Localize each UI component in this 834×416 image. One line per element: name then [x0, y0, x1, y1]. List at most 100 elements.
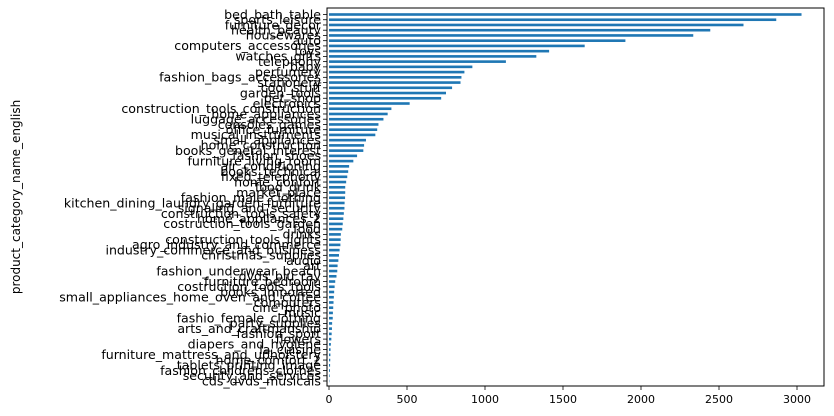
bar-musical_instruments [329, 133, 376, 137]
category-label: health_beauty [231, 23, 322, 38]
bar-fashion_sport [329, 332, 332, 336]
category-label: garden_tools [240, 85, 321, 100]
bar-bed_bath_table [329, 13, 802, 16]
category-label: consoles_games [218, 117, 321, 132]
category-label: books_general_interest [175, 143, 321, 158]
bar-party_supplies [329, 322, 333, 325]
category-label: computers_accessories [174, 38, 321, 53]
category-label: fashion_sport [236, 326, 321, 341]
category-label: fashio_female_clothing [177, 310, 321, 325]
category-label: fashion_childrens_clothes [160, 363, 321, 378]
category-label: home_comfort_2 [216, 352, 321, 367]
bar-dvds_blu_ray [329, 274, 337, 278]
category-label: computers [254, 295, 321, 310]
bar-office_furniture [329, 128, 378, 131]
bar-kitchen_dining_laundry_garden_furniture [329, 201, 345, 205]
category-label: cool_stuff [261, 80, 322, 95]
bar-food_drink [329, 185, 346, 189]
bar-home_appliances_2 [329, 217, 344, 221]
category-label: small_appliances [214, 132, 321, 147]
bar-market_place [329, 191, 346, 194]
x-tick-label: 1000 [471, 393, 499, 406]
bar-fashion_underwear_beach [329, 269, 338, 273]
category-label: la_cuisine [259, 342, 321, 357]
bar-watches_gifts [329, 55, 537, 58]
category-label: office_furniture [226, 122, 322, 137]
category-label: sports_leisure [234, 12, 321, 27]
bar-auto [329, 39, 626, 42]
category-label: art [303, 258, 321, 273]
x-tick-label: 500 [397, 393, 418, 406]
bar-cool_stuff [329, 86, 453, 90]
category-label: furniture_bedroom [204, 274, 321, 289]
category-label: furniture_mattress_and_upholstery [101, 347, 321, 362]
x-tick-label: 2500 [705, 393, 733, 406]
category-label: food [293, 221, 321, 236]
bar-books_general_interest [329, 149, 364, 152]
category-label: stationery [257, 75, 321, 90]
category-label: baby [290, 59, 322, 74]
bar-fashion_male_clothing [329, 196, 346, 200]
bar-arts_and_craftmanship [329, 327, 332, 330]
x-tick-label: 1500 [549, 393, 577, 406]
bar-flowers [329, 337, 332, 341]
bar-home_appliances [329, 112, 388, 116]
category-label: fashion_bags_accessories [159, 70, 321, 85]
category-label: christmas_supplies [201, 248, 321, 263]
category-label: toys [294, 43, 321, 58]
bar-la_cuisine [329, 348, 331, 351]
category-label: furniture_living_room [187, 153, 321, 168]
bar-tablets_printing_image [329, 363, 331, 367]
bar-agro_industry_and_commerce [329, 243, 341, 247]
x-ticks-group: 0 500 1000 1500 2000 2500 3000 [326, 386, 811, 406]
category-label: fashion_underwear_beach [156, 263, 321, 278]
category-label: flowers [276, 331, 321, 346]
category-label: home_appliances_2 [197, 211, 321, 226]
category-label: cine_photo [252, 300, 321, 315]
bar-home_construction [329, 144, 365, 147]
category-label: party_supplies [230, 316, 321, 331]
bar-fashion_childrens_clothes [329, 369, 330, 372]
bar-construction_tools_lights [329, 238, 341, 241]
category-label: costruction_tools_tools [177, 279, 321, 294]
bar-audio [329, 259, 339, 262]
category-label: watches_gifts [235, 49, 321, 64]
category-label: arts_and_craftmanship [177, 321, 321, 336]
bar-construction_tools_construction [329, 107, 392, 111]
bar-industry_commerce_and_business [329, 248, 340, 252]
category-label: home_construction [201, 138, 321, 153]
category-label: musical_instruments [191, 127, 321, 142]
bar-drinks [329, 233, 341, 236]
bar-cine_photo [329, 306, 334, 310]
category-label: bed_bath_table [224, 7, 321, 22]
category-label: home_confort [234, 174, 321, 189]
bar-furniture_mattress_and_upholstery [329, 353, 331, 357]
bars-group [329, 13, 802, 383]
category-label: drinks [282, 227, 321, 242]
bar-art [329, 264, 338, 268]
bar-fashion_shoes [329, 154, 358, 158]
bar-security_and_services [329, 374, 330, 378]
bar-luggage_accessories [329, 117, 384, 121]
bar-furniture_bedroom [329, 280, 336, 283]
bar-computers_accessories [329, 44, 585, 48]
bar-stationery [329, 81, 461, 84]
bar-diapers_and_hygiene [329, 343, 331, 346]
bar-music [329, 311, 333, 315]
bar-small_appliances [329, 138, 366, 142]
category-label: books_imported [220, 284, 321, 299]
bar-sports_leisure [329, 18, 777, 22]
category-label: telephony [258, 54, 322, 69]
bar-costruction_tools_garden [329, 222, 343, 226]
category-label: construction_tools_lights [165, 232, 321, 247]
bar-small_appliances_home_oven_and_coffee [329, 295, 334, 299]
bar-construction_tools_safety [329, 212, 344, 215]
category-label: diapers_and_hygiene [188, 337, 322, 352]
category-label: agro_industry_and_commerce [132, 237, 321, 252]
bar-health_beauty [329, 28, 711, 32]
bar-fashion_bags_accessories [329, 76, 462, 79]
category-label: luggage_accessories [191, 112, 321, 127]
bar-baby [329, 65, 473, 69]
category-label: industry_commerce_and_business [105, 242, 321, 257]
category-label: construction_tools_construction [121, 101, 321, 116]
